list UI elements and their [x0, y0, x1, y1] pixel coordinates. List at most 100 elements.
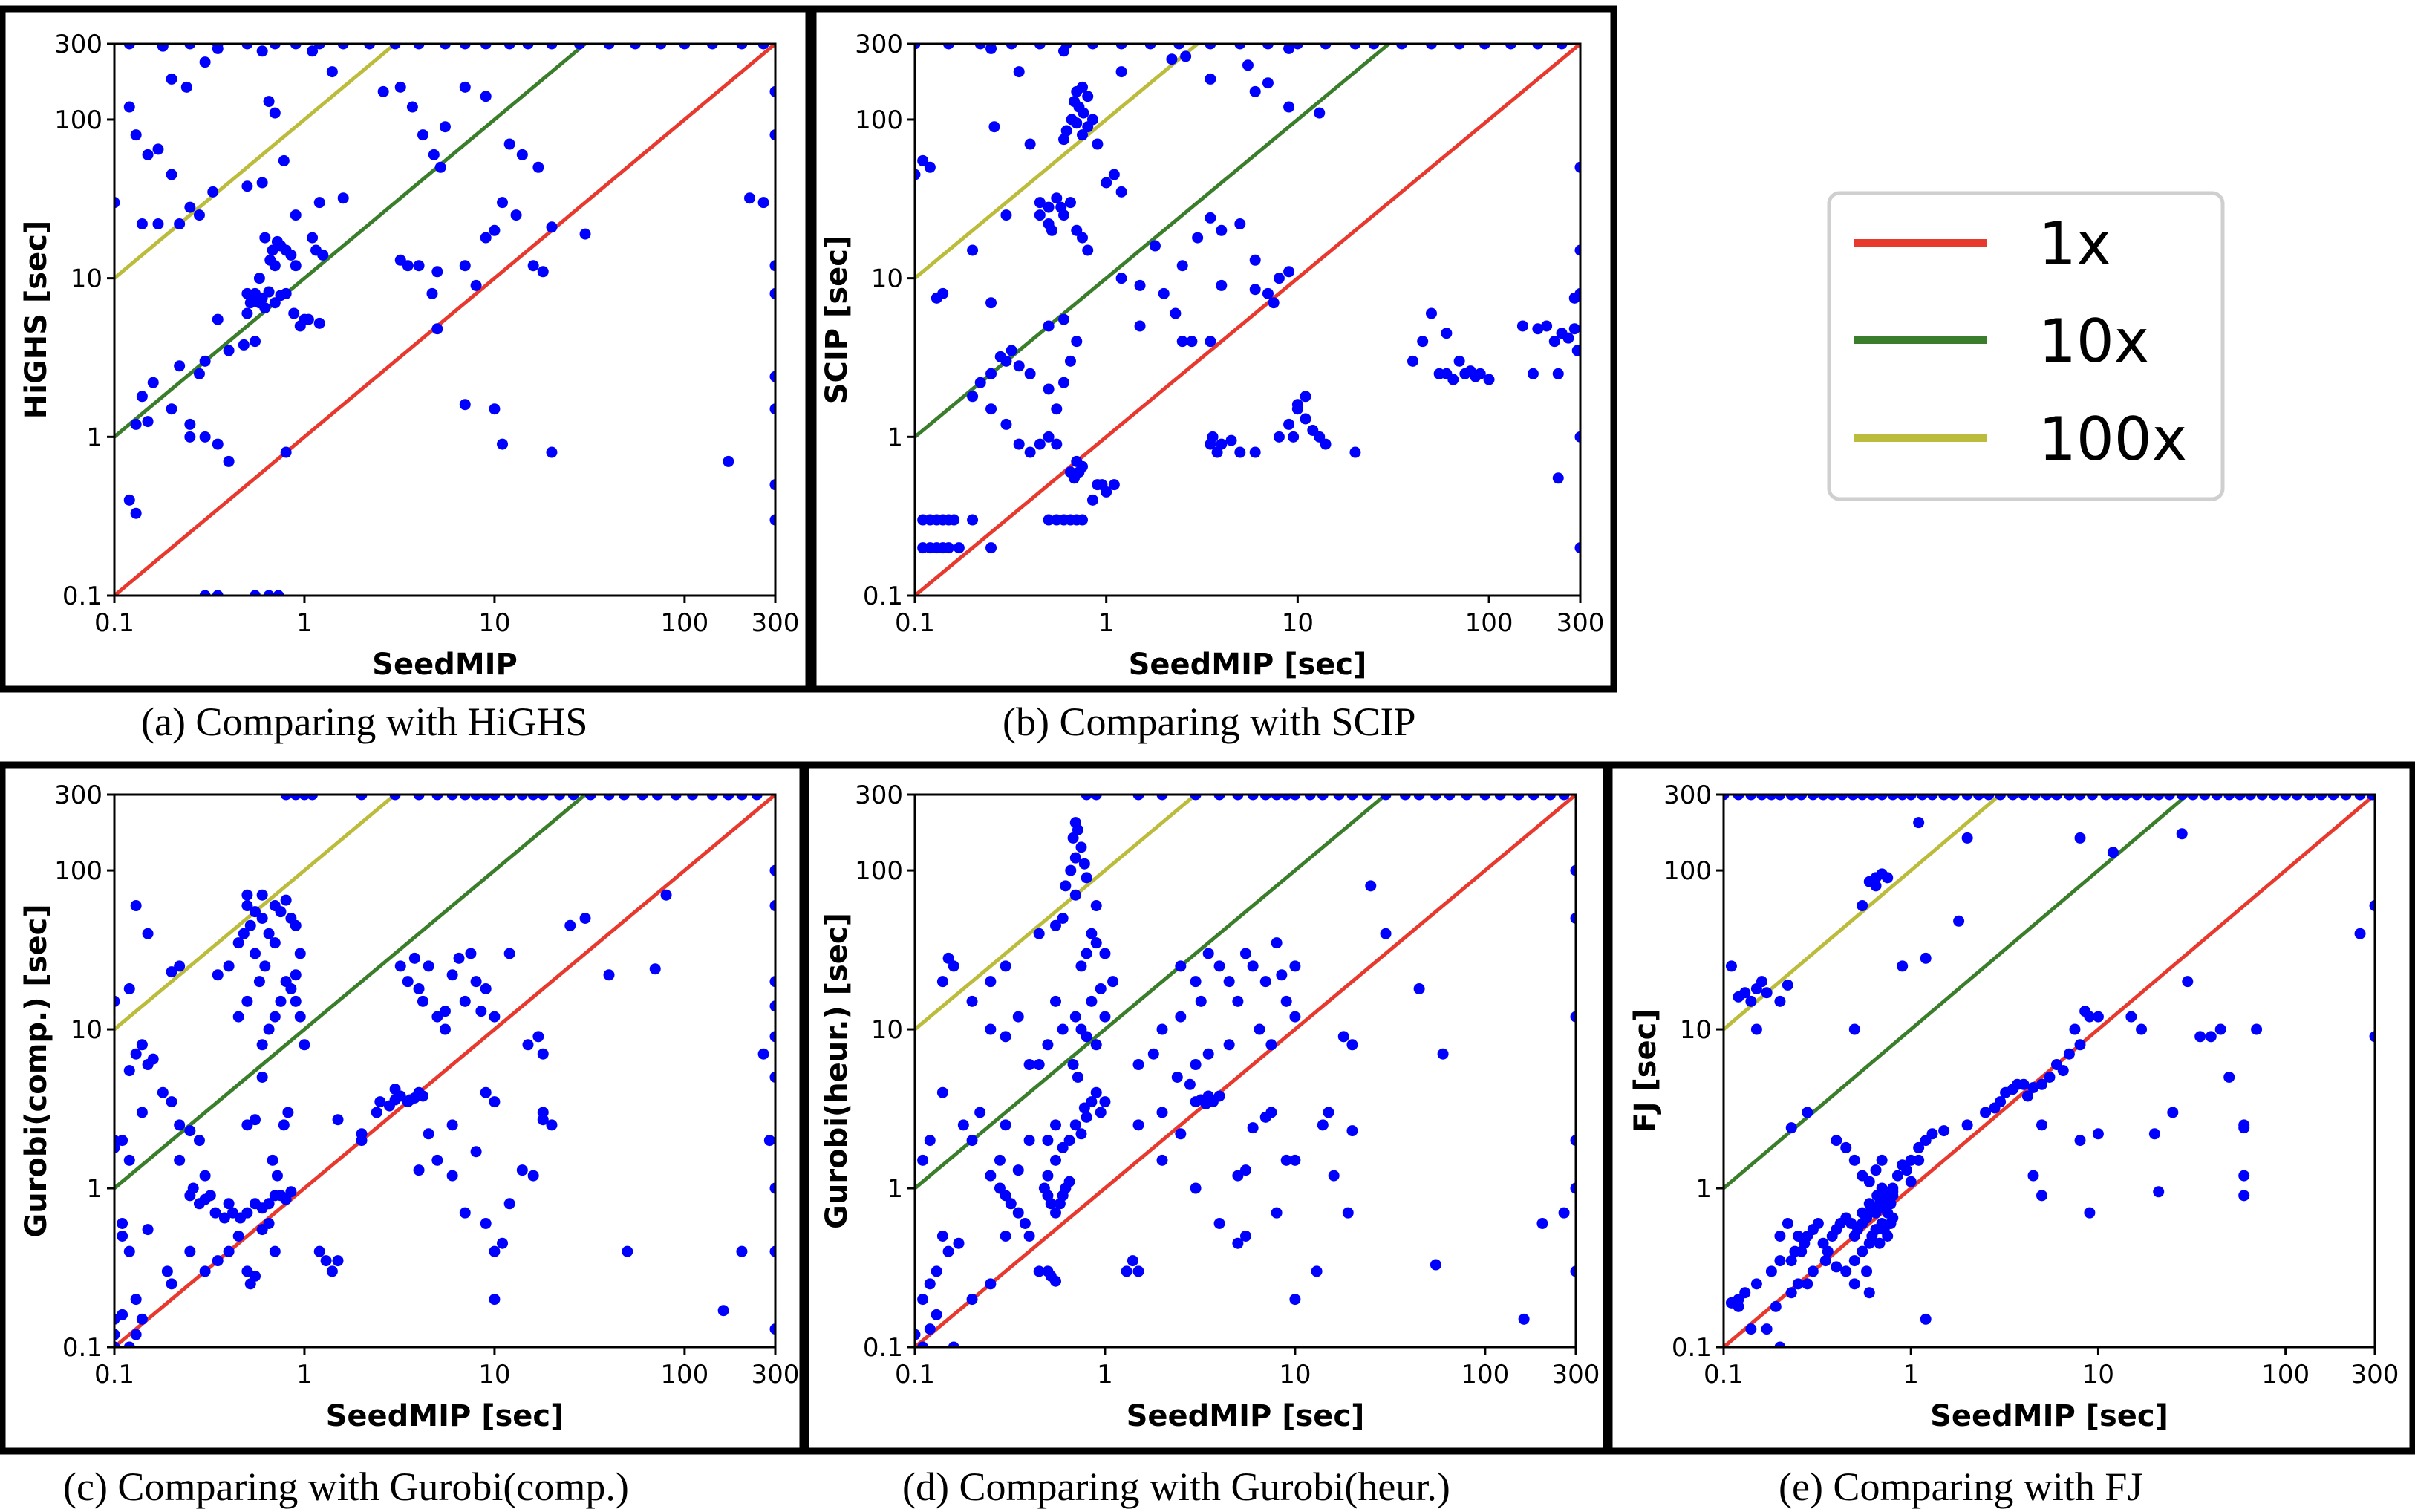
data-point — [1019, 1217, 1031, 1229]
data-point — [1774, 1255, 1786, 1267]
data-point — [1346, 1125, 1358, 1137]
data-point — [723, 795, 734, 801]
data-point — [1870, 880, 1882, 892]
data-point — [1247, 1122, 1259, 1134]
data-point — [1765, 795, 1777, 801]
data-point — [1280, 1154, 1292, 1166]
data-point — [1090, 900, 1102, 912]
data-point — [356, 795, 368, 801]
data-point — [1980, 1107, 1992, 1118]
data-point — [1407, 355, 1419, 367]
data-point — [660, 889, 672, 901]
data-point — [1081, 1031, 1092, 1043]
data-point — [256, 177, 268, 189]
data-point — [948, 1341, 959, 1347]
x-tick-label: 0.1 — [94, 1360, 134, 1389]
data-point — [446, 969, 458, 981]
data-point — [337, 44, 349, 50]
data-point — [136, 1313, 148, 1325]
data-point — [1792, 1278, 1804, 1290]
data-point — [573, 44, 585, 50]
data-point — [2194, 1031, 2206, 1043]
data-point — [1132, 795, 1144, 801]
data-point — [2036, 1078, 2048, 1090]
x-tick-label: 1 — [1098, 608, 1115, 638]
y-tick-label: 100 — [855, 856, 903, 886]
data-point — [1782, 1217, 1793, 1229]
data-point — [1023, 1230, 1035, 1242]
data-point — [532, 161, 544, 173]
data-point — [1570, 1182, 1576, 1194]
data-point — [584, 795, 596, 801]
data-point — [364, 44, 376, 50]
data-point — [769, 403, 775, 415]
data-point — [1223, 1039, 1235, 1051]
data-point — [953, 542, 965, 554]
data-point — [985, 1170, 997, 1182]
data-point — [1033, 1059, 1045, 1071]
data-point — [1819, 1255, 1831, 1267]
data-point — [326, 66, 338, 78]
data-point — [2280, 795, 2292, 801]
data-point — [1200, 1098, 1212, 1109]
data-point — [136, 1107, 148, 1118]
data-point — [1058, 134, 1070, 146]
data-point — [263, 286, 275, 298]
data-point — [1961, 832, 1973, 844]
data-point — [1870, 1207, 1882, 1219]
data-point — [1283, 418, 1295, 430]
data-point — [1733, 1300, 1744, 1312]
data-point — [1802, 1278, 1813, 1290]
data-point — [1396, 44, 1408, 50]
data-point — [1081, 1111, 1092, 1123]
data-point — [1725, 960, 1737, 972]
data-point — [2136, 1023, 2148, 1035]
data-point — [1337, 1031, 1349, 1043]
data-point — [948, 960, 959, 972]
data-point — [769, 260, 775, 272]
data-point — [2354, 795, 2366, 801]
data-point — [1006, 345, 1017, 356]
x-tick-label: 10 — [2082, 1360, 2114, 1389]
data-point — [1479, 44, 1490, 50]
x-tick-label: 10 — [478, 608, 510, 638]
data-point — [1213, 960, 1225, 972]
data-point — [1050, 1207, 1062, 1219]
data-point — [263, 590, 275, 596]
data-point — [114, 995, 120, 1007]
data-point — [1558, 795, 1570, 801]
data-point — [1046, 224, 1058, 236]
data-point — [1905, 1154, 1917, 1166]
data-point — [1505, 44, 1516, 50]
data-point — [567, 795, 579, 801]
x-tick-label: 100 — [2261, 1360, 2310, 1389]
data-point — [1527, 368, 1539, 379]
data-point — [1413, 795, 1425, 801]
data-point — [1570, 1135, 1576, 1147]
x-axis-label: SeedMIP [sec] — [1930, 1399, 2168, 1433]
data-point — [480, 44, 492, 50]
data-point — [1081, 872, 1092, 884]
data-point — [1866, 795, 1878, 801]
data-point — [1380, 928, 1392, 939]
data-point — [1249, 85, 1261, 97]
data-point — [1289, 1154, 1301, 1166]
data-point — [1000, 1031, 1011, 1043]
data-point — [1444, 795, 1456, 801]
data-point — [1034, 197, 1046, 209]
data-point — [1483, 374, 1495, 385]
data-point — [1023, 1135, 1035, 1147]
data-point — [1175, 1011, 1187, 1023]
y-tick-label: 100 — [54, 856, 102, 886]
data-point — [489, 795, 501, 801]
data-point — [1051, 438, 1063, 450]
data-point — [431, 1011, 443, 1023]
data-point — [313, 317, 325, 329]
data-point — [503, 795, 515, 801]
data-point — [459, 81, 471, 93]
data-point — [404, 1094, 416, 1106]
chart-b: 0.1 1 10 100 300 0.1 1 10 100 300 SeedMIP [sec] SCI… — [820, 30, 1604, 682]
data-point — [1983, 795, 1995, 801]
data-point — [679, 44, 691, 50]
data-point — [957, 1119, 969, 1131]
